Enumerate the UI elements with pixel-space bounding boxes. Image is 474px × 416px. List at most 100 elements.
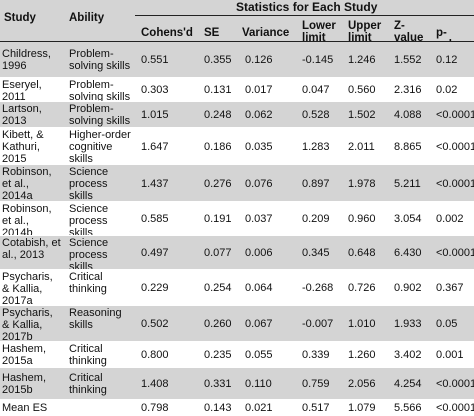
lower-limit-cell: 0.897 (302, 178, 330, 190)
variance-cell: 0.055 (245, 349, 273, 361)
variance-cell: 0.110 (245, 378, 272, 390)
study-line: Hashem, (2, 372, 47, 384)
study-line: Childress, (2, 48, 51, 60)
upper-limit-cell: 0.726 (348, 282, 376, 294)
study-line: 2015b (2, 384, 33, 396)
ability-line: Problem- (69, 103, 114, 115)
table-row: Psycharis, & Kallia, 2017b Reasoning skills 0… (0, 306, 474, 343)
ability-line: cognitive (69, 141, 113, 153)
se-cell: 0.235 (204, 349, 232, 361)
z-value-cell: 5.566 (394, 402, 422, 414)
se-cell: 0.077 (204, 247, 232, 259)
p-value-cell: 0.002 (436, 213, 464, 225)
study-line: Lartson, (2, 103, 42, 115)
study-cell: Psycharis, & Kallia, 2017b (2, 307, 53, 343)
study-line: Cotabish, et (2, 237, 61, 249)
ability-line: thinking (69, 355, 107, 367)
column-header-ability: Ability (69, 12, 105, 24)
header-bottom-rule (0, 41, 474, 42)
study-line: 2015a (2, 355, 33, 367)
variance-cell: 0.021 (245, 402, 273, 414)
ability-line: Science (69, 237, 109, 249)
study-line: Robinson, (2, 166, 52, 178)
study-line: & Kallia, (2, 283, 43, 295)
table-row: Lartson, 2013 Problem-solving skills 1.015 0… (0, 102, 474, 128)
z-value-cell: 3.054 (394, 213, 422, 225)
row-divider (0, 367, 474, 368)
table-header: Statistics for Each Study Study Ability … (0, 0, 474, 51)
se-cell: 0.276 (204, 178, 232, 190)
se-cell: 0.131 (204, 84, 232, 96)
table-row: Kibett, & Kathuri, 2015 Higher-order cogniti… (0, 128, 474, 165)
ability-line: skills (69, 153, 93, 165)
lower-limit-cell: 0.759 (302, 378, 330, 390)
study-cell: Childress, 1996 (2, 48, 51, 72)
study-line: Robinson, (2, 203, 52, 215)
study-line: Psycharis, (2, 271, 53, 283)
study-line: et al., (2, 215, 29, 227)
cohens-d-cell: 0.497 (141, 247, 169, 259)
ability-line: Reasoning (69, 307, 122, 319)
table-row: Cotabish, et al., 2013 Science process skill… (0, 236, 474, 273)
study-line: 2017a (2, 295, 33, 307)
p-value-cell: 0.12 (436, 54, 458, 66)
lower-limit-cell: 0.339 (302, 349, 330, 361)
lower-limit-cell: 0.345 (302, 247, 330, 259)
row-divider (0, 235, 474, 236)
row-divider (0, 269, 474, 270)
ability-cell: Problem-solving skills (69, 79, 130, 103)
se-cell: 0.355 (204, 54, 232, 66)
cohens-d-cell: 0.303 (141, 84, 169, 96)
variance-cell: 0.037 (245, 213, 273, 225)
table-row: Eseryel, 2011 Problem-solving skills 0.303 0… (0, 78, 474, 103)
z-value-cell: 8.865 (394, 141, 422, 153)
column-header-variance: Variance (242, 27, 290, 39)
ability-line: solving skills (69, 115, 131, 127)
cohens-d-cell: 0.502 (141, 318, 169, 330)
ability-cell: Reasoning skills (69, 307, 122, 331)
table-row: Hashem, 2015a Critical thinking 0.800 0.235 0.… (0, 342, 474, 368)
lower-limit-cell: -0.007 (302, 318, 334, 330)
se-cell: 0.260 (204, 318, 232, 330)
se-cell: 0.186 (204, 141, 232, 153)
ability-line: skills (69, 190, 93, 202)
cohens-d-cell: 1.647 (141, 141, 169, 153)
ability-line: process (69, 215, 108, 227)
upper-limit-cell: 0.648 (348, 247, 376, 259)
z-value-cell: 4.254 (394, 378, 422, 390)
lower-limit-cell: -0.145 (302, 54, 334, 66)
se-cell: 0.254 (204, 282, 232, 294)
study-line: Hashem, (2, 343, 47, 355)
ability-cell: Critical thinking (69, 372, 107, 396)
study-line: al., 2013 (2, 249, 45, 261)
ability-line: process (69, 249, 108, 261)
study-cell: Hashem, 2015a (2, 343, 46, 367)
cohens-d-cell: 0.585 (141, 213, 169, 225)
upper-limit-line-1: Upper (348, 20, 382, 32)
group-header-rule (135, 15, 474, 16)
study-line: et al., (2, 178, 29, 190)
table-row: Robinson, et al., 2014a Science process skill… (0, 165, 474, 202)
se-cell: 0.331 (204, 378, 232, 390)
p-value-cell: <0.0001 (436, 378, 474, 390)
z-value-cell: 0.902 (394, 282, 422, 294)
study-cell: Lartson, 2013 (2, 103, 42, 127)
ability-cell: Higher-order cognitive skills (69, 129, 131, 165)
study-line: 2011 (2, 91, 26, 103)
ability-line: Science (69, 203, 109, 215)
z-value-cell: 5.211 (394, 178, 421, 190)
z-value-cell: 1.552 (394, 54, 422, 66)
table-row: Childress, 1996 Problem-solving skills 0.55… (0, 42, 474, 78)
z-value-cell: 3.402 (394, 349, 422, 361)
study-line: Eseryel, (2, 79, 42, 91)
table-row: Hashem, 2015b Critical thinking 1.408 0.331 0.… (0, 368, 474, 400)
variance-cell: 0.035 (245, 141, 273, 153)
study-cell: Robinson, et al., 2014a (2, 166, 52, 202)
study-line: & Kallia, (2, 319, 43, 331)
group-header: Statistics for Each Study (236, 0, 378, 14)
lower-limit-cell: -0.268 (302, 282, 334, 294)
study-line: Psycharis, (2, 307, 53, 319)
cohens-d-cell: 1.408 (141, 378, 169, 390)
p-value-cell: 0.001 (436, 349, 464, 361)
variance-cell: 0.076 (245, 178, 273, 190)
